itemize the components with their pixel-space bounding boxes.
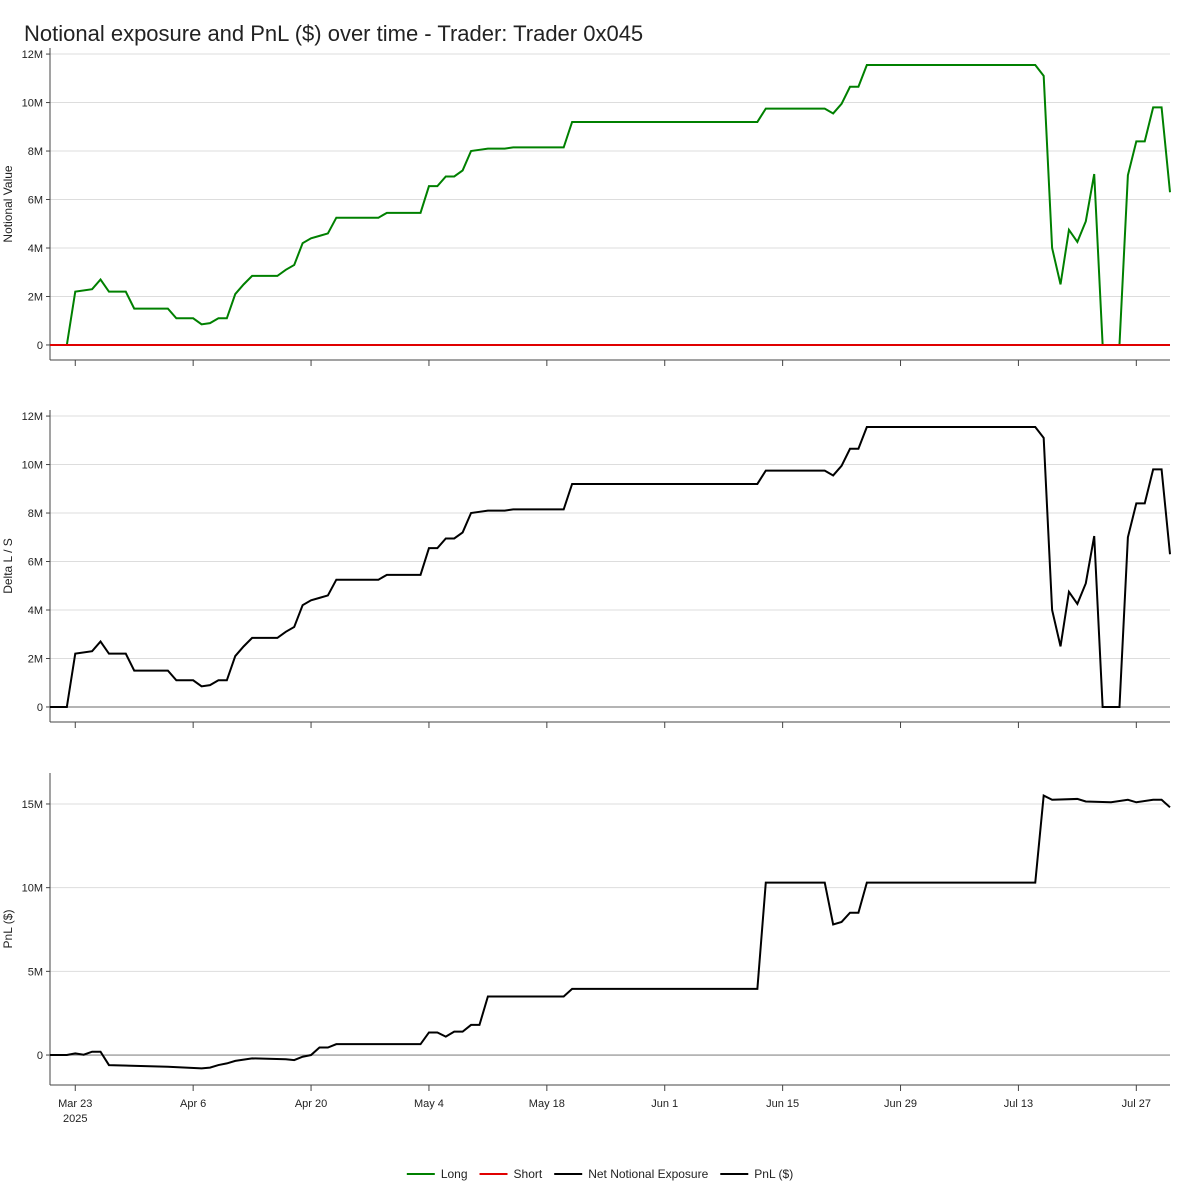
y-tick-label: 6M [28,557,43,569]
x-tick-label: Jun 1 [651,1098,678,1110]
y-tick-label: 0 [37,340,43,352]
legend-label: PnL ($) [754,1167,793,1181]
y-tick-label: 2M [28,653,43,665]
y-tick-label: 10M [22,98,43,110]
x-tick-label: Jun 15 [766,1098,799,1110]
y-tick-label: 12M [22,411,43,423]
x-tick-label: Jul 13 [1004,1098,1033,1110]
y-tick-label: 4M [28,243,43,255]
y-tick-label: 8M [28,146,43,158]
y-tick-label: 5M [28,966,43,978]
y-tick-label: 15M [22,799,43,811]
x-tick-label: May 4 [414,1098,444,1110]
y-tick-label: 10M [22,883,43,895]
legend-label: Short [514,1167,543,1181]
series-line [50,425,1171,708]
y-tick-label: 0 [37,702,43,714]
y-tick-label: 6M [28,195,43,207]
x-tick-label: Apr 20 [295,1098,327,1110]
y-axis-label: Delta L / S [1,538,15,594]
y-tick-label: 12M [22,49,43,61]
y-axis-label: PnL ($) [1,910,15,949]
y-tick-label: 10M [22,460,43,472]
y-tick-label: 8M [28,508,43,520]
chart-title: Notional exposure and PnL ($) over time … [24,21,643,46]
series-line [50,63,1171,346]
x-tick-label: Mar 23 2025 [58,1098,92,1125]
y-tick-label: 0 [37,1050,43,1062]
legend: Long Short Net Notional Exposure PnL ($) [406,1167,793,1181]
y-axis-label: Notional Value [1,165,15,242]
x-tick-label: Apr 6 [180,1098,206,1110]
x-tick-label: Jul 27 [1122,1098,1151,1110]
x-tick-label: May 18 [529,1098,565,1110]
y-tick-label: 2M [28,291,43,303]
legend-label: Long [441,1167,468,1181]
legend-label: Net Notional Exposure [588,1167,708,1181]
y-tick-label: 4M [28,605,43,617]
series-line [50,794,1171,1070]
x-tick-label: Jun 29 [884,1098,917,1110]
